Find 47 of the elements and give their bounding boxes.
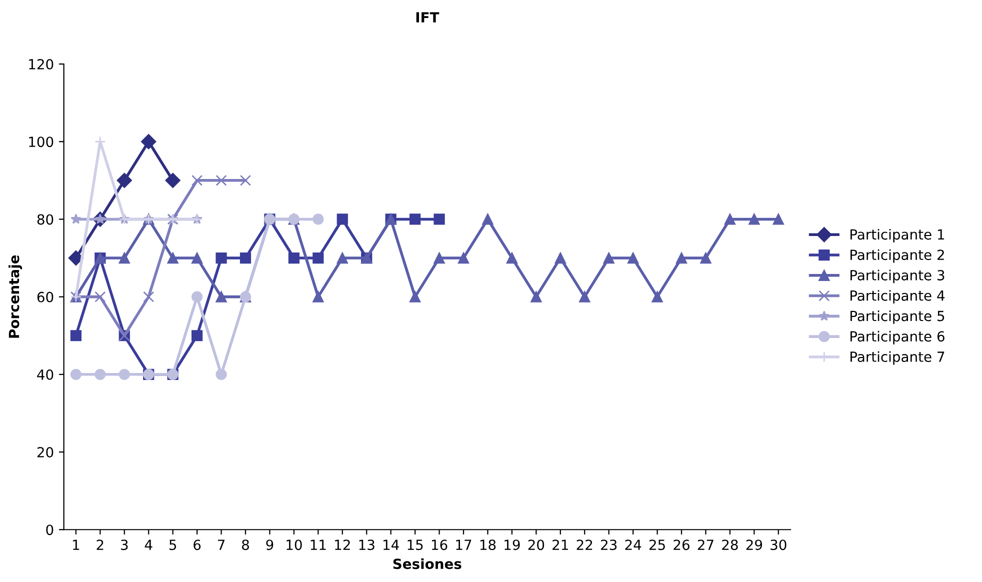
x-axis-title: Sesiones — [393, 558, 462, 570]
x-tick-label: 16 — [432, 540, 448, 550]
x-tick-label: 27 — [698, 540, 714, 550]
x-tick-label: 26 — [674, 540, 690, 550]
y-tick-label: 20 — [37, 446, 54, 458]
x-tick-label: 6 — [194, 540, 201, 550]
x-tick-label: 20 — [528, 540, 544, 550]
x-tick-label: 11 — [310, 540, 326, 550]
x-tick-label: 29 — [746, 540, 762, 550]
x-tick-label: 14 — [384, 540, 399, 550]
y-tick-label: 100 — [29, 136, 54, 148]
x-tick-label: 25 — [649, 540, 665, 550]
x-tick-label: 9 — [266, 540, 274, 550]
y-tick-label: 120 — [29, 58, 54, 70]
x-tick-label: 22 — [576, 540, 592, 550]
legend-label: Participante 7 — [850, 351, 944, 365]
legend-label: Participante 2 — [850, 249, 944, 263]
x-tick-label: 7 — [218, 540, 225, 550]
x-tick-label: 4 — [144, 540, 152, 550]
legend-label: Participante 3 — [850, 270, 944, 284]
legend-label: Participante 1 — [850, 228, 944, 242]
x-tick-label: 2 — [96, 540, 104, 550]
y-tick-label: 80 — [37, 214, 54, 225]
y-tick-label: 40 — [37, 369, 54, 380]
y-axis-title: Porcentaje — [8, 255, 22, 338]
x-tick-label: 30 — [770, 540, 786, 550]
chart-title: IFT — [416, 12, 440, 22]
x-tick-label: 12 — [335, 540, 350, 550]
x-tick-label: 13 — [359, 540, 374, 550]
x-tick-label: 18 — [480, 540, 496, 550]
x-tick-label: 19 — [504, 540, 520, 550]
legend-label: Participante 5 — [850, 310, 944, 324]
x-tick-label: 28 — [722, 540, 738, 550]
y-tick-label: 60 — [37, 292, 54, 302]
x-tick-label: 8 — [242, 540, 249, 550]
x-tick-label: 10 — [286, 540, 302, 550]
x-tick-label: 1 — [73, 540, 80, 550]
x-tick-label: 23 — [601, 540, 617, 550]
x-tick-label: 5 — [169, 540, 176, 550]
y-tick-label: 0 — [46, 524, 54, 536]
legend-label: Participante 4 — [850, 290, 945, 304]
x-tick-label: 24 — [625, 540, 642, 550]
legend-label: Participante 6 — [850, 330, 944, 344]
x-tick-label: 15 — [408, 540, 423, 550]
x-tick-label: 17 — [456, 540, 472, 550]
x-tick-label: 3 — [121, 540, 128, 550]
x-tick-label: 21 — [552, 540, 568, 550]
